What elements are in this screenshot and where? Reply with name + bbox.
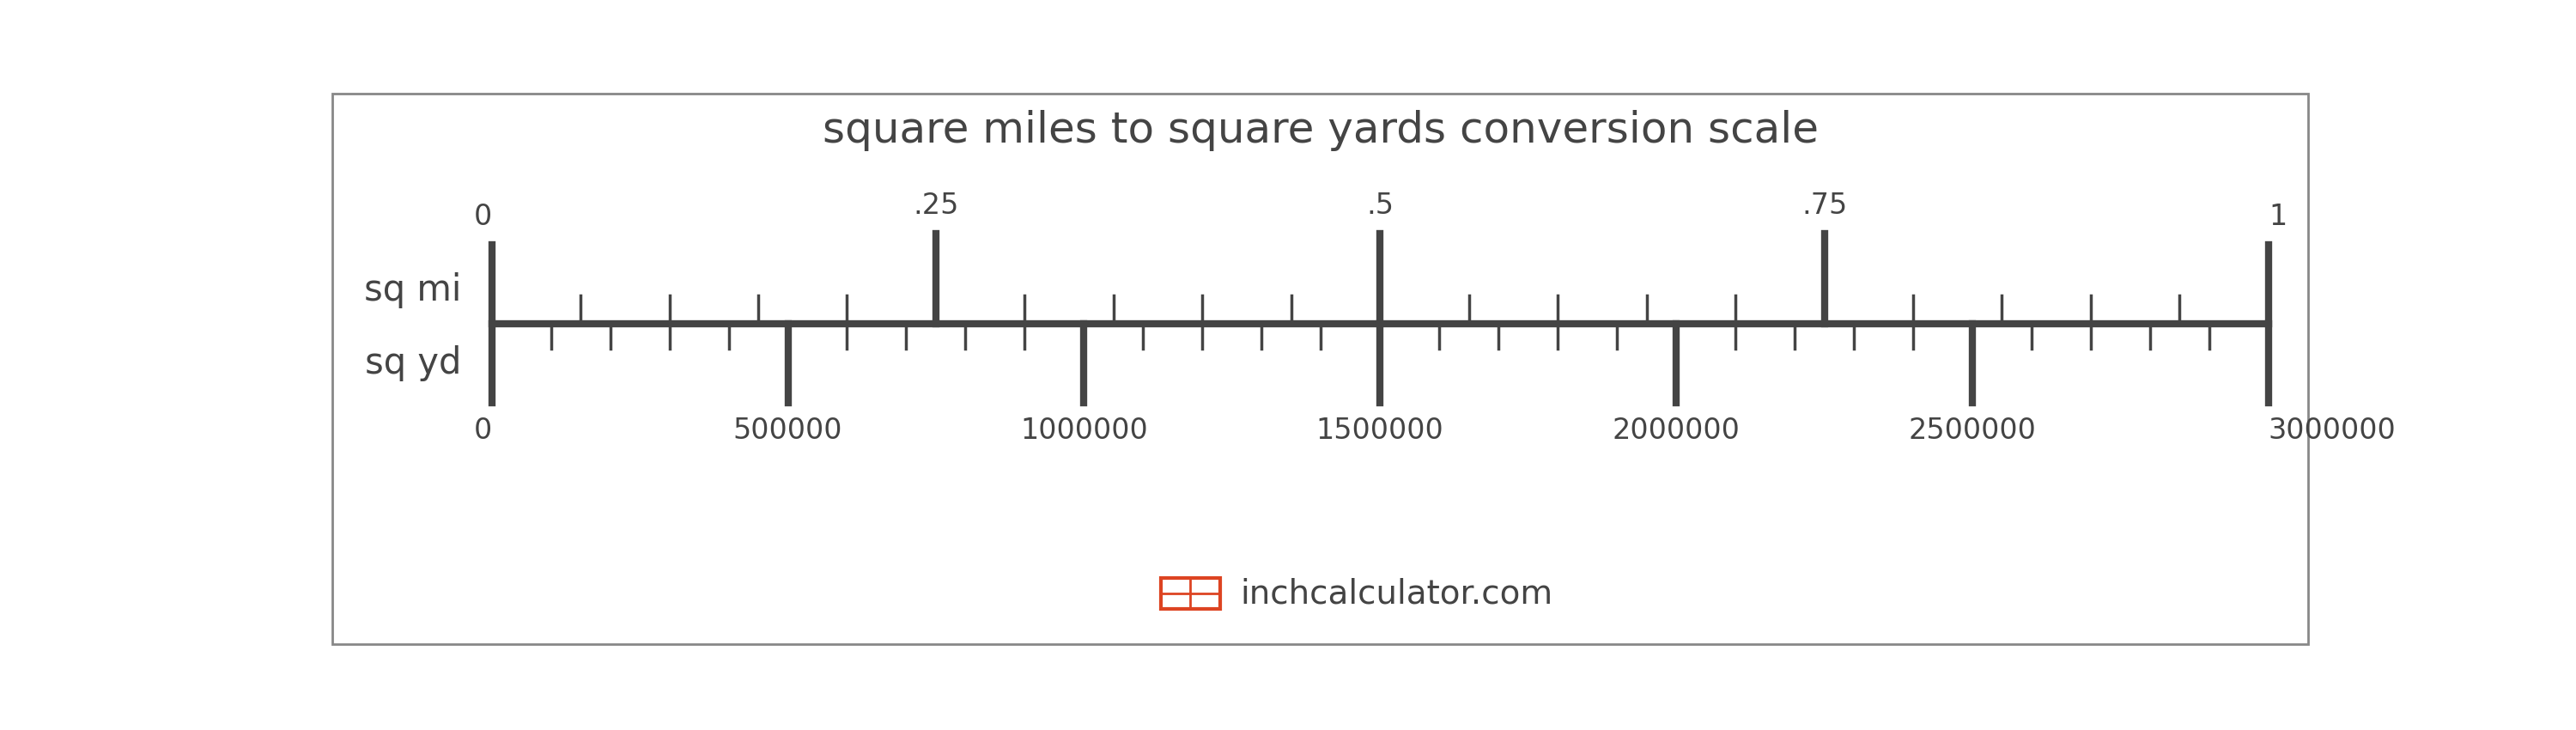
Bar (1159, 578, 1221, 609)
Text: sq yd: sq yd (366, 345, 461, 381)
Text: square miles to square yards conversion scale: square miles to square yards conversion … (822, 110, 1819, 151)
Text: .75: .75 (1801, 191, 1847, 220)
Text: 1000000: 1000000 (1020, 416, 1149, 445)
Text: 2500000: 2500000 (1909, 416, 2035, 445)
Text: 500000: 500000 (734, 416, 842, 445)
Text: inchcalculator.com: inchcalculator.com (1242, 577, 1553, 610)
Text: .25: .25 (912, 191, 958, 220)
Text: 3000000: 3000000 (2269, 416, 2396, 445)
Text: 0: 0 (474, 203, 492, 231)
Text: 0: 0 (474, 416, 492, 445)
Text: 1: 1 (2269, 203, 2287, 231)
Text: 1500000: 1500000 (1316, 416, 1445, 445)
Text: 2000000: 2000000 (1613, 416, 1741, 445)
Text: sq mi: sq mi (363, 272, 461, 308)
Text: .5: .5 (1365, 191, 1394, 220)
